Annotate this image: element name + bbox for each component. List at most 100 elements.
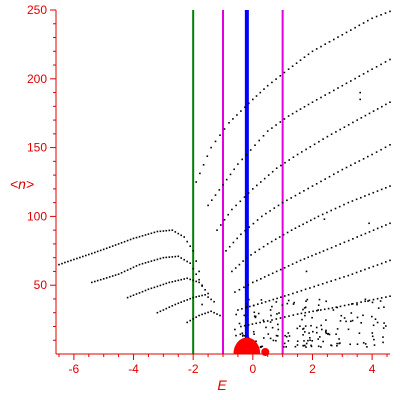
data-point <box>352 238 354 240</box>
data-point <box>389 185 391 187</box>
data-point <box>257 303 259 305</box>
data-point <box>311 316 313 319</box>
data-point <box>144 234 147 236</box>
data-point <box>265 326 267 329</box>
data-point <box>303 106 306 108</box>
data-point <box>177 232 180 235</box>
data-point <box>284 316 286 318</box>
data-point <box>168 306 171 308</box>
data-point <box>189 278 191 281</box>
data-point <box>126 296 129 299</box>
data-point <box>261 215 263 218</box>
data-point <box>317 215 320 218</box>
data-point <box>269 309 272 311</box>
data-point <box>328 175 331 178</box>
data-point <box>360 270 362 272</box>
data-point <box>207 311 209 314</box>
data-point <box>58 263 60 266</box>
data-point <box>287 68 290 70</box>
data-point <box>222 184 224 186</box>
data-point <box>210 298 212 301</box>
data-point <box>198 295 200 297</box>
data-point <box>293 301 295 304</box>
data-point <box>330 133 333 135</box>
data-point <box>239 333 242 336</box>
data-point <box>318 298 321 301</box>
data-point <box>216 229 218 231</box>
x-ticks: -6 -4 -2 0 2 4 <box>58 354 388 376</box>
data-point <box>294 227 297 229</box>
data-point <box>147 288 150 291</box>
data-point <box>276 335 279 337</box>
data-point <box>304 314 306 317</box>
data-point <box>295 62 298 64</box>
data-point <box>99 249 102 252</box>
data-point <box>216 313 218 315</box>
data-point <box>279 121 282 123</box>
data-point <box>256 219 259 221</box>
data-point <box>243 196 246 198</box>
data-point <box>377 307 380 309</box>
data-point <box>362 22 365 24</box>
data-point <box>186 277 188 280</box>
data-point <box>296 327 299 330</box>
data-point <box>343 203 345 206</box>
data-point <box>129 295 132 298</box>
data-point <box>168 281 171 284</box>
data-point <box>269 210 271 212</box>
data-point <box>358 75 361 77</box>
data-point <box>277 328 280 331</box>
data-point <box>321 328 323 331</box>
data-point <box>271 127 273 129</box>
data-point <box>320 324 322 327</box>
data-point <box>336 342 338 345</box>
data-point <box>389 259 391 262</box>
data-point <box>292 303 295 305</box>
data-point <box>287 265 290 267</box>
data-point <box>304 288 307 291</box>
data-point <box>252 98 254 101</box>
data-point <box>213 311 215 314</box>
data-point <box>317 284 320 286</box>
data-point <box>335 131 337 133</box>
data-point <box>389 295 391 297</box>
data-point <box>305 148 307 151</box>
data-point <box>126 269 129 271</box>
data-point <box>144 289 147 292</box>
data-point <box>316 331 318 334</box>
data-point <box>337 171 339 173</box>
data-point <box>102 278 105 280</box>
data-point <box>114 244 117 246</box>
data-point <box>347 274 350 277</box>
data-point <box>276 313 278 315</box>
data-point <box>338 338 340 340</box>
data-point <box>263 88 265 90</box>
data-point <box>382 336 384 338</box>
data-point <box>337 87 339 89</box>
data-point <box>339 342 341 344</box>
data-point <box>177 302 180 305</box>
data-point <box>362 73 365 75</box>
data-point <box>360 322 362 324</box>
data-point <box>307 339 309 342</box>
data-point <box>282 233 285 236</box>
data-point <box>270 240 273 243</box>
data-point <box>311 185 314 187</box>
data-point <box>171 281 174 283</box>
data-point <box>359 91 361 94</box>
data-point <box>260 181 262 183</box>
data-point <box>195 316 197 318</box>
data-point <box>333 173 335 176</box>
data-point <box>320 45 322 48</box>
data-point <box>322 340 324 343</box>
data-point <box>309 339 311 341</box>
data-point <box>232 118 234 120</box>
data-point <box>180 234 182 237</box>
data-point <box>376 297 379 300</box>
data-point <box>347 303 350 306</box>
data-point <box>368 193 370 196</box>
data-point <box>238 322 241 325</box>
data-point <box>345 166 348 169</box>
data-point <box>195 280 197 283</box>
data-point <box>383 306 385 308</box>
